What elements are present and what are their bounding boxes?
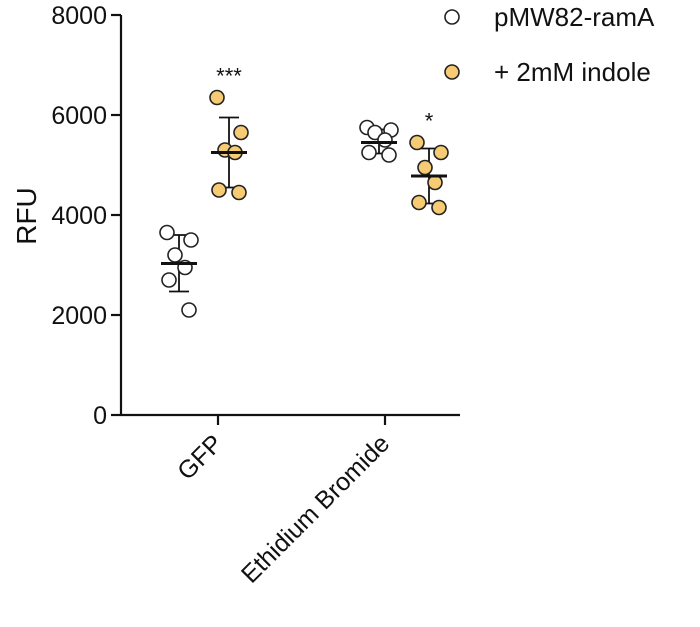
plot-area: **** bbox=[159, 64, 449, 318]
y-tick-label: 4000 bbox=[51, 202, 107, 230]
y-tick-label: 6000 bbox=[51, 102, 107, 130]
data-point bbox=[377, 132, 393, 148]
y-tick-label: 0 bbox=[93, 402, 107, 430]
data-point bbox=[427, 174, 443, 191]
data-point bbox=[409, 134, 425, 151]
data-point bbox=[181, 302, 197, 318]
data-point bbox=[411, 194, 427, 211]
data-point bbox=[209, 89, 225, 106]
significance-label: * bbox=[425, 109, 434, 134]
data-point bbox=[161, 272, 177, 288]
data-point bbox=[159, 224, 175, 241]
y-axis-title: RFU bbox=[11, 187, 42, 245]
significance-label: *** bbox=[216, 64, 242, 89]
data-point bbox=[431, 199, 447, 216]
data-point bbox=[417, 159, 433, 176]
data-point bbox=[433, 144, 449, 161]
data-point bbox=[211, 182, 227, 198]
data-point bbox=[183, 232, 199, 248]
legend-label: + 2mM indole bbox=[494, 57, 651, 87]
y-tick-label: 2000 bbox=[51, 302, 107, 330]
axes: 0 2000 4000 6000 8000 GFP Ethidium Bromide bbox=[51, 2, 460, 589]
data-point bbox=[233, 124, 249, 141]
data-point bbox=[381, 147, 397, 163]
legend: pMW82-ramA + 2mM indole bbox=[444, 2, 655, 87]
y-tick-label: 8000 bbox=[51, 2, 107, 30]
x-category-label: GFP bbox=[172, 429, 228, 485]
x-category-label: Ethidium Bromide bbox=[236, 429, 395, 588]
legend-marker bbox=[444, 9, 460, 25]
legend-marker bbox=[444, 64, 460, 80]
legend-label: pMW82-ramA bbox=[494, 2, 655, 32]
data-point bbox=[231, 184, 247, 201]
data-point bbox=[167, 247, 183, 263]
data-point bbox=[361, 144, 377, 161]
